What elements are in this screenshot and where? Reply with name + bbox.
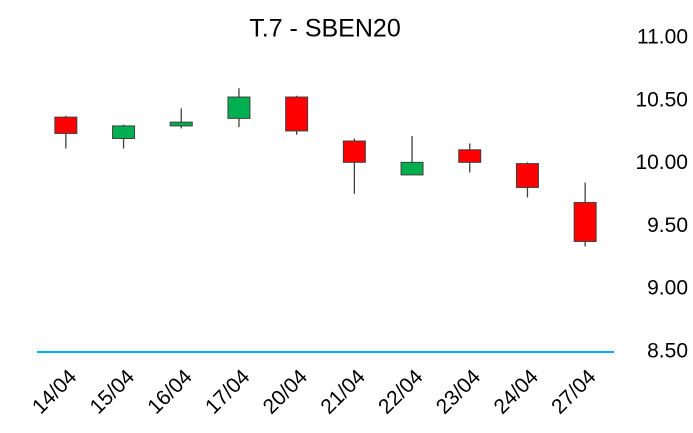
candle-body bbox=[112, 125, 136, 139]
x-tick-label: 27/04 bbox=[547, 365, 601, 419]
candle-body bbox=[515, 163, 539, 188]
y-tick-label: 11.00 bbox=[637, 26, 688, 49]
x-tick-label: 20/04 bbox=[259, 365, 313, 419]
candle-body bbox=[400, 161, 424, 176]
x-tick-label: 15/04 bbox=[86, 365, 140, 419]
y-tick-label: 8.50 bbox=[647, 340, 688, 363]
candle-body bbox=[169, 121, 193, 127]
candle-body bbox=[227, 96, 251, 119]
x-tick-label: 24/04 bbox=[489, 365, 543, 419]
x-tick-label: 22/04 bbox=[374, 365, 428, 419]
x-tick-label: 16/04 bbox=[143, 365, 197, 419]
candle-body bbox=[342, 140, 366, 163]
candle-body bbox=[573, 202, 597, 242]
x-tick-label: 14/04 bbox=[28, 365, 82, 419]
candle-body bbox=[458, 149, 482, 163]
y-tick-label: 10.50 bbox=[635, 88, 688, 111]
y-tick-label: 9.00 bbox=[647, 277, 688, 300]
y-tick-label: 9.50 bbox=[647, 214, 688, 237]
x-tick-label: 17/04 bbox=[201, 365, 255, 419]
chart-title: T.7 - SBEN20 bbox=[249, 15, 400, 43]
x-tick-label: 21/04 bbox=[316, 365, 370, 419]
y-tick-label: 10.00 bbox=[635, 151, 688, 174]
candle-body bbox=[54, 116, 78, 134]
x-tick-label: 23/04 bbox=[432, 365, 486, 419]
candle-body bbox=[285, 96, 309, 132]
